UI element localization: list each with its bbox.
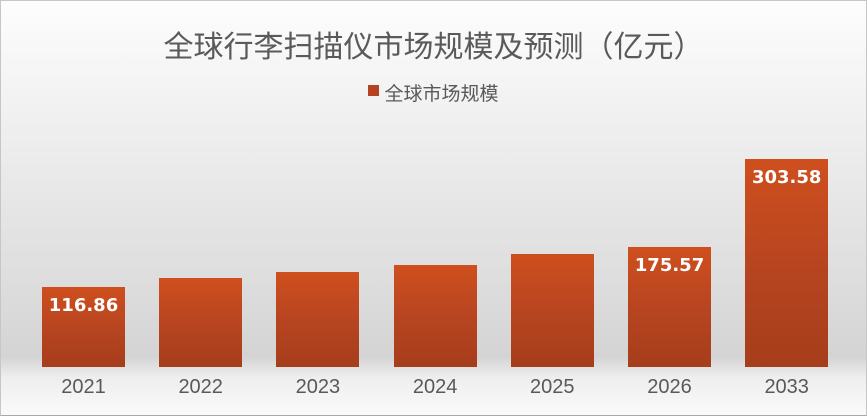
legend: 全球市场规模 [1, 79, 866, 106]
legend-label: 全球市场规模 [384, 84, 499, 105]
chart-title: 全球行李扫描仪市场规模及预测（亿元） [163, 31, 704, 64]
x-axis-label-2026: 2026 [647, 376, 692, 398]
x-axis-label-2021: 2021 [61, 376, 106, 398]
x-axis-label-2023: 2023 [295, 376, 341, 398]
x-axis-label-2024: 2024 [412, 376, 458, 398]
x-axis-label-2025: 2025 [530, 376, 575, 398]
bar-value-label-2033: 303.58 [751, 167, 822, 188]
bar-2033: 303.58 [745, 159, 829, 367]
bar-2023 [276, 272, 360, 367]
bar-2024 [393, 265, 477, 367]
bar-2022 [159, 278, 243, 367]
bar-2025 [510, 254, 594, 367]
bar-value-label-2021: 116.86 [48, 295, 119, 316]
bar-2021: 116.86 [42, 287, 125, 367]
bar-2026: 175.57 [628, 247, 711, 367]
legend-swatch-icon [368, 84, 380, 96]
x-axis-label-2033: 2033 [764, 376, 809, 398]
bar-value-label-2026: 175.57 [634, 255, 705, 276]
x-axis-label-2022: 2022 [178, 376, 223, 398]
